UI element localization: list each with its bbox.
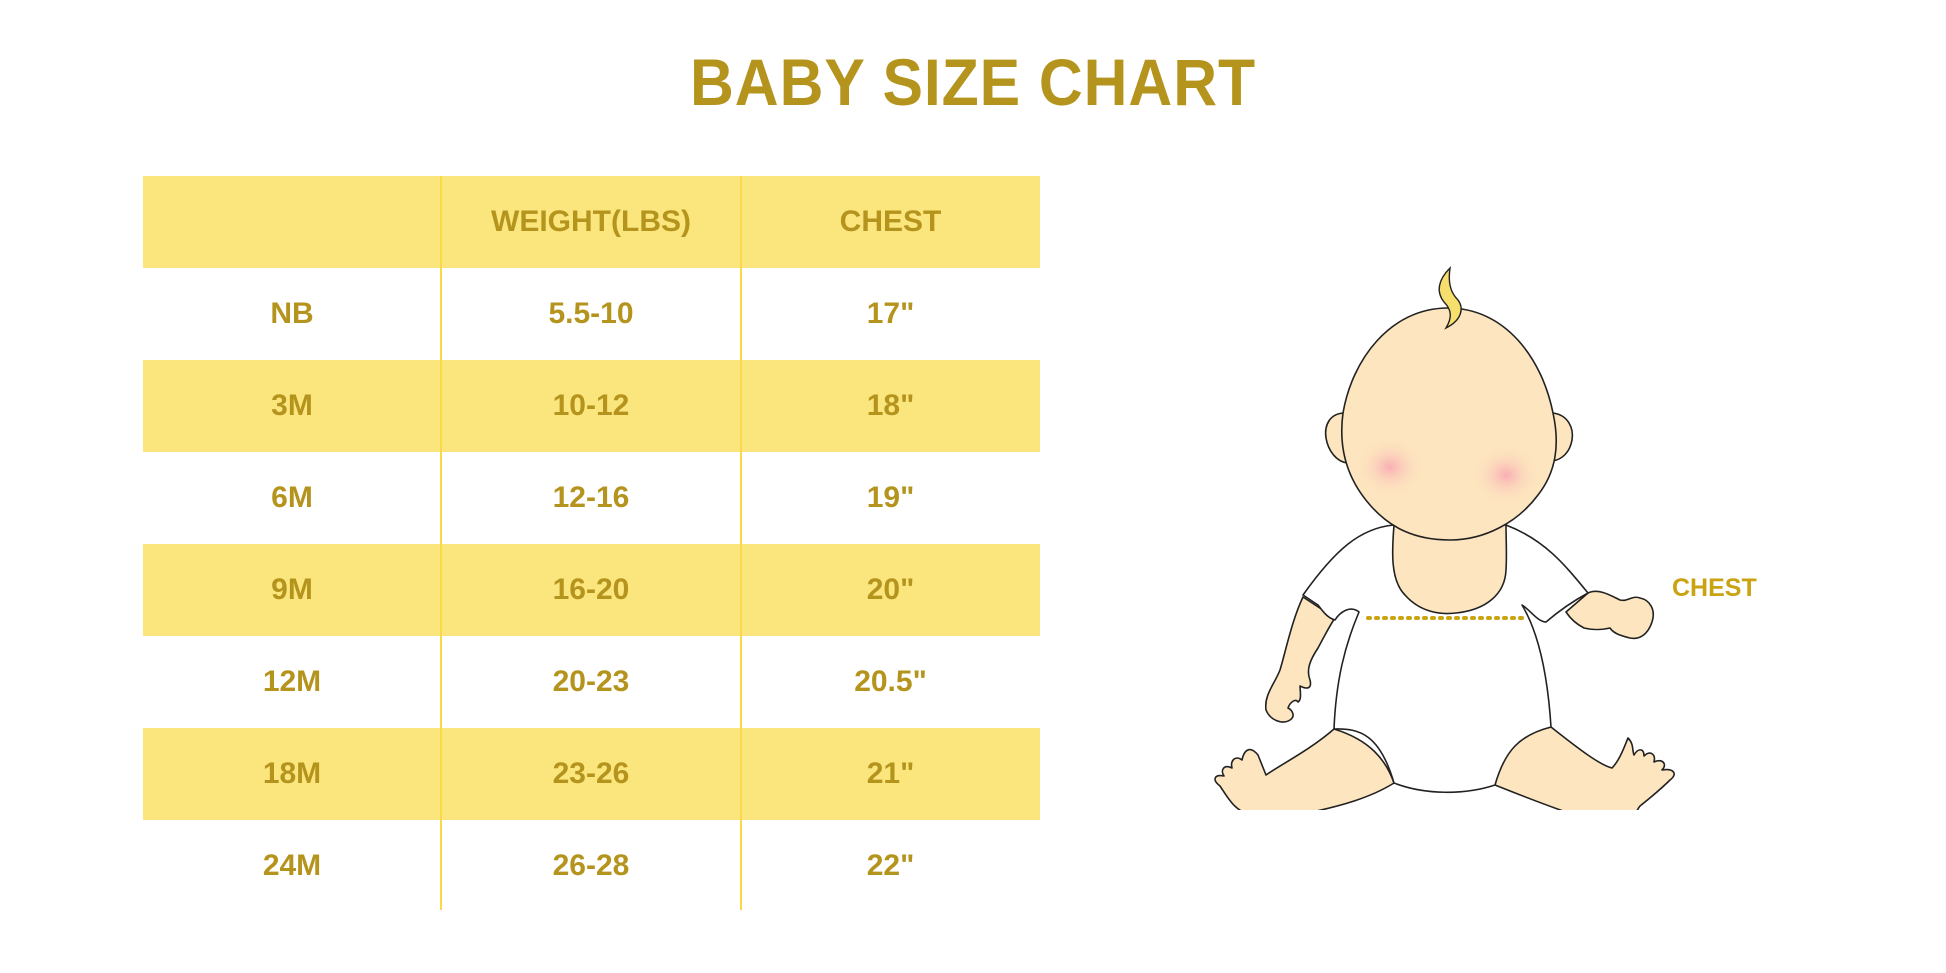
column-divider [440, 176, 442, 910]
size-table: WEIGHT(LBS) CHEST NB 5.5-10 17" 3M 10-12… [143, 176, 1040, 912]
table-row: 18M 23-26 21" [143, 728, 1040, 820]
size-cell: 9M [271, 573, 313, 606]
chest-cell: 20" [866, 573, 915, 606]
column-divider [740, 176, 742, 910]
size-cell: 12M [262, 665, 322, 698]
chest-cell: 18" [866, 389, 915, 422]
chest-cell: 22" [866, 849, 915, 882]
table-row: NB 5.5-10 17" [143, 268, 1040, 360]
neck [1391, 524, 1508, 615]
table-row: 9M 16-20 20" [143, 544, 1040, 636]
shirt [1302, 524, 1589, 794]
header-weight: WEIGHT(LBS) [491, 205, 691, 238]
header-size [143, 176, 441, 268]
weight-cell: 23-26 [552, 757, 630, 790]
size-cell: 6M [271, 481, 313, 514]
chest-cell: 21" [866, 757, 915, 790]
table-row: 12M 20-23 20.5" [143, 636, 1040, 728]
weight-cell: 5.5-10 [548, 297, 634, 330]
chest-cell: 20.5" [854, 665, 927, 698]
head [1340, 307, 1558, 541]
weight-cell: 26-28 [552, 849, 630, 882]
left-leg [1214, 728, 1395, 810]
weight-cell: 20-23 [552, 665, 630, 698]
right-leg [1494, 726, 1675, 810]
cheek-right [1472, 445, 1540, 505]
table-row: 6M 12-16 19" [143, 452, 1040, 544]
size-cell: 18M [262, 757, 322, 790]
baby-illustration [1214, 266, 1675, 810]
weight-cell: 10-12 [552, 389, 630, 422]
size-cell: 24M [262, 849, 322, 882]
table-row: 3M 10-12 18" [143, 360, 1040, 452]
weight-cell: 16-20 [552, 573, 630, 606]
chest-label: CHEST [1672, 574, 1757, 602]
ear-right [1551, 412, 1574, 462]
table-header-row: WEIGHT(LBS) CHEST [143, 176, 1040, 268]
right-arm [1565, 590, 1655, 640]
size-cell: 3M [271, 389, 313, 422]
size-cell: NB [270, 297, 314, 330]
chest-cell: 17" [866, 297, 915, 330]
weight-cell: 12-16 [552, 481, 630, 514]
chest-cell: 19" [866, 481, 915, 514]
hair-curl [1438, 266, 1462, 330]
left-arm [1264, 596, 1336, 723]
page-title: BABY SIZE CHART [690, 45, 1256, 119]
table-row: 24M 26-28 22" [143, 820, 1040, 912]
header-chest: CHEST [839, 205, 942, 238]
cheek-left [1356, 437, 1424, 497]
